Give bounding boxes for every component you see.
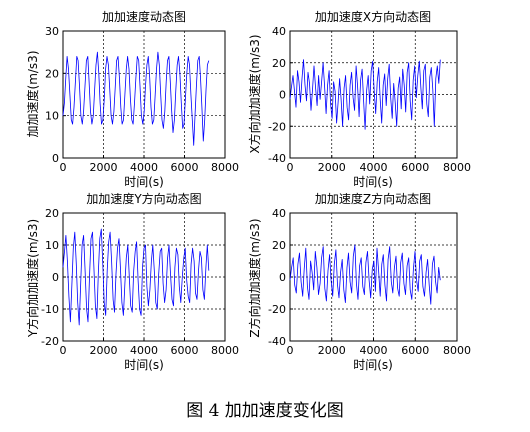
y-axis-label: Y方向加加速度(m/s3) <box>25 219 40 338</box>
x-tick-label: 4000 <box>360 161 388 174</box>
chart-title: 加加速度动态图 <box>102 9 186 24</box>
y-tick-label: 10 <box>45 239 59 252</box>
chart-title: 加加速度X方向动态图 <box>315 9 431 24</box>
y-tick-label: -20 <box>268 303 286 316</box>
y-tick-label: 0 <box>52 152 59 165</box>
chart-title: 加加速度Z方向动态图 <box>315 191 431 206</box>
y-tick-label: -10 <box>41 303 59 316</box>
x-tick-label: 6000 <box>171 161 199 174</box>
figure-caption: 图 4 加加速度变化图 <box>186 401 344 421</box>
plot-area <box>62 30 226 159</box>
y-tick-label: 30 <box>45 25 59 38</box>
x-tick-label: 8000 <box>443 344 471 357</box>
panel-jerk-magnitude: 加加速度动态图 加加速度(m/s3) 时间(s) 0 2000 4000 6000 80… <box>25 9 239 189</box>
x-tick-label: 0 <box>287 344 294 357</box>
y-tick-label: 20 <box>45 207 59 220</box>
y-tick-label: 10 <box>45 110 59 123</box>
x-tick-label: 2000 <box>318 344 346 357</box>
y-tick-label: 40 <box>272 207 286 220</box>
x-tick-label: 8000 <box>443 161 471 174</box>
y-tick-label: -20 <box>41 335 59 348</box>
y-tick-label: 0 <box>279 89 286 102</box>
x-tick-label: 4000 <box>360 344 388 357</box>
x-tick-label: 4000 <box>130 161 158 174</box>
y-axis-label: 加加速度(m/s3) <box>25 51 40 138</box>
x-tick-label: 0 <box>287 161 294 174</box>
y-tick-label: 0 <box>279 271 286 284</box>
x-tick-label: 6000 <box>171 344 199 357</box>
y-axis-label: X方向加加速度(m/s3) <box>247 34 262 153</box>
panel-jerk-z: 加加速度Z方向动态图 Z方向加加速度(m/s3) 时间(s) 0 2000 4000… <box>247 191 471 372</box>
x-tick-label: 2000 <box>318 161 346 174</box>
panel-jerk-x: 加加速度X方向动态图 X方向加加速度(m/s3) 时间(s) 0 2000 4000… <box>247 9 471 189</box>
series-line <box>62 228 210 326</box>
x-tick-label: 2000 <box>90 161 118 174</box>
y-tick-label: -20 <box>268 120 286 133</box>
x-tick-label: 0 <box>60 161 67 174</box>
y-tick-label: 40 <box>272 25 286 38</box>
x-axis-label: 时间(s) <box>353 175 393 189</box>
x-tick-label: 8000 <box>211 344 239 357</box>
x-axis-label: 时间(s) <box>353 358 393 372</box>
x-tick-label: 0 <box>60 344 67 357</box>
y-tick-label: -40 <box>268 335 286 348</box>
x-axis-label: 时间(s) <box>124 175 164 189</box>
x-tick-label: 2000 <box>90 344 118 357</box>
x-tick-label: 6000 <box>401 161 429 174</box>
panel-jerk-y: 加加速度Y方向动态图 Y方向加加速度(m/s3) 时间(s) 0 2000 4000… <box>25 191 239 372</box>
y-tick-label: 0 <box>52 271 59 284</box>
y-tick-label: 20 <box>272 239 286 252</box>
x-tick-label: 4000 <box>130 344 158 357</box>
series-line <box>289 59 441 130</box>
y-axis-label: Z方向加加速度(m/s3) <box>247 218 262 337</box>
y-tick-label: 20 <box>272 57 286 70</box>
x-tick-label: 8000 <box>211 161 239 174</box>
series-line <box>289 244 441 305</box>
chart-title: 加加速度Y方向动态图 <box>86 191 201 206</box>
x-axis-label: 时间(s) <box>124 358 164 372</box>
series-line <box>62 51 210 146</box>
y-tick-label: 20 <box>45 67 59 80</box>
x-tick-label: 6000 <box>401 344 429 357</box>
y-tick-label: -40 <box>268 152 286 165</box>
